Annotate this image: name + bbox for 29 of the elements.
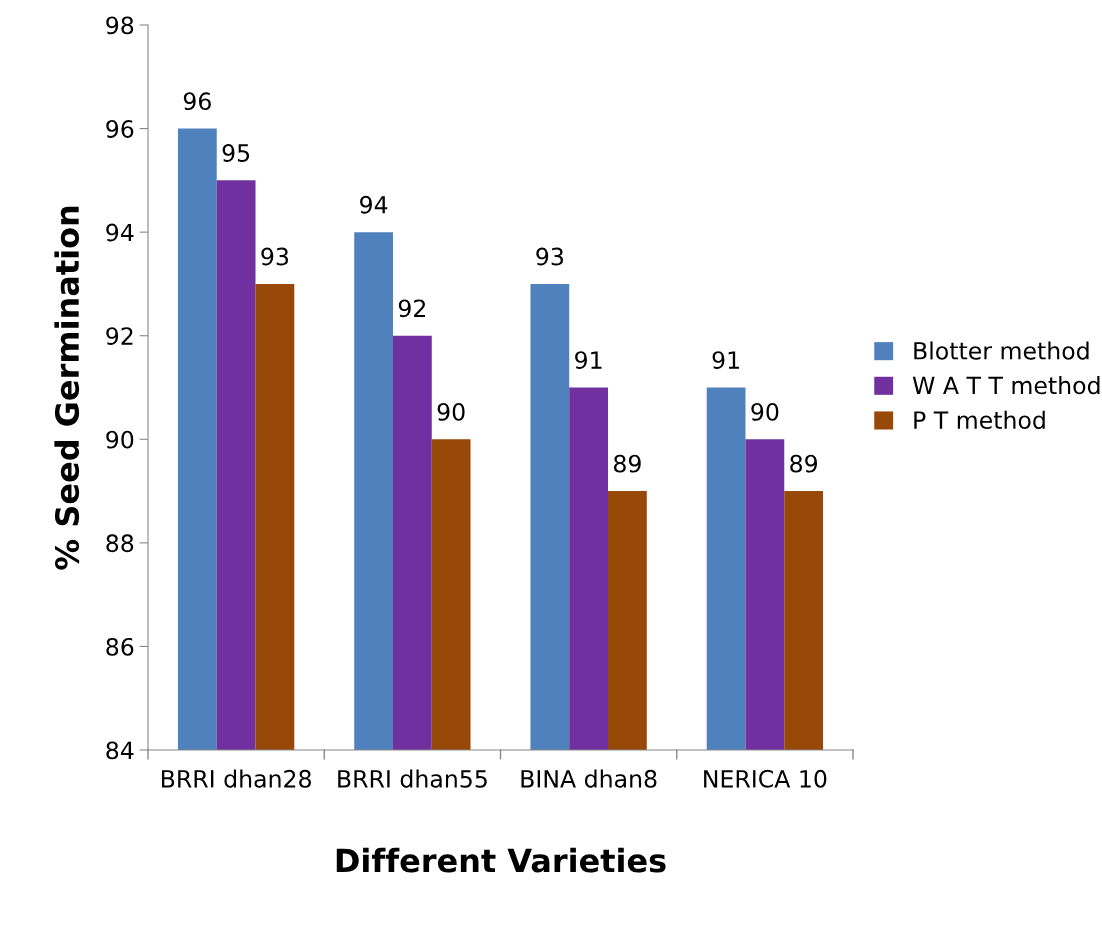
y-axis-title: % Seed Germination	[54, 206, 80, 570]
data-label: 95	[222, 144, 250, 162]
y-tick-label: 94	[106, 223, 134, 242]
data-label: 93	[536, 247, 563, 266]
data-label: 93	[261, 247, 289, 266]
y-tick-label: 98	[106, 16, 134, 35]
data-label: 89	[613, 454, 641, 473]
x-tick-label: NERICA 10	[704, 769, 827, 788]
y-tick-label: 86	[106, 637, 134, 656]
data-label: 90	[437, 402, 465, 421]
y-tick-label: 88	[106, 534, 134, 553]
y-tick-label: 96	[106, 120, 134, 138]
data-label: 91	[712, 351, 739, 370]
y-tick-label: 84	[106, 741, 134, 760]
data-label: 92	[398, 299, 426, 318]
x-tick-label: BRRI dhan28	[161, 769, 311, 788]
data-label: 96	[183, 92, 211, 111]
y-tick-label: 92	[106, 327, 133, 346]
data-label: 94	[360, 195, 388, 214]
x-tick-label: BRRI dhan55	[338, 769, 487, 788]
data-label: 89	[790, 454, 818, 473]
data-label: 91	[575, 351, 602, 370]
x-tick-label: BINA dhan8	[521, 769, 657, 788]
legend-label: P T method	[914, 410, 1045, 430]
legend-label: W A T T method	[912, 376, 1100, 395]
y-tick-label: 90	[106, 430, 134, 449]
x-axis-title: Different Varieties	[336, 847, 666, 873]
data-label: 90	[751, 402, 779, 421]
legend-label: Blotter method	[914, 341, 1089, 360]
